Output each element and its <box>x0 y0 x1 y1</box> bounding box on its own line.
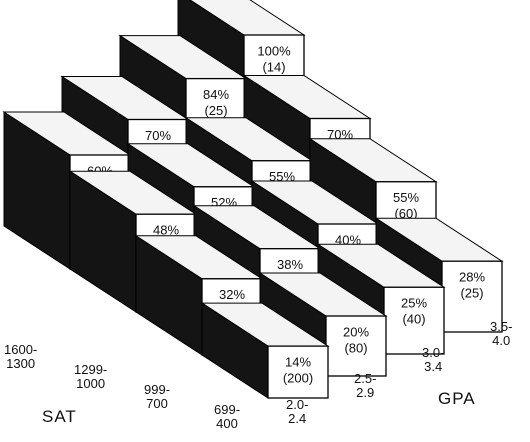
count-label: (200) <box>283 371 313 386</box>
box-front <box>325 315 387 377</box>
value-label: 25% <box>401 296 427 311</box>
count-label: (25) <box>460 286 483 301</box>
column-label: 2.0- 2.4 <box>286 397 309 426</box>
column-label: 2.5- 2.9 <box>354 371 377 400</box>
column-label: 3.0- 3.4 <box>422 345 445 374</box>
box-front <box>441 260 503 333</box>
row-label: 699- 400 <box>214 402 241 431</box>
count-label: (14) <box>262 59 285 74</box>
value-label: 55% <box>393 190 419 205</box>
value-label: 32% <box>219 287 245 302</box>
row-label: 1600- 1300 <box>4 342 38 371</box>
count-label: (60) <box>394 206 417 221</box>
value-label: 38% <box>277 257 303 272</box>
y-axis-label: SAT <box>42 407 77 426</box>
value-label: 14% <box>285 355 311 370</box>
value-label: 48% <box>153 223 179 238</box>
value-label: 55% <box>269 169 295 184</box>
row-label: 1299- 1000 <box>74 362 108 391</box>
x-axis-label: GPA <box>438 389 476 408</box>
box-front <box>267 345 329 399</box>
value-label: 40% <box>335 232 361 247</box>
value-label: 84% <box>203 87 229 102</box>
value-label: 70% <box>145 128 171 143</box>
count-label: (40) <box>402 312 425 327</box>
count-label: (80) <box>344 340 367 355</box>
row-label: 999- 700 <box>144 382 171 411</box>
value-label: 70% <box>327 127 353 142</box>
value-label: 20% <box>343 324 369 339</box>
value-label: 100% <box>257 43 291 58</box>
count-label: (25) <box>204 103 227 118</box>
column-label: 3.5- 4.0 <box>490 319 513 348</box>
value-label: 28% <box>459 270 485 285</box>
